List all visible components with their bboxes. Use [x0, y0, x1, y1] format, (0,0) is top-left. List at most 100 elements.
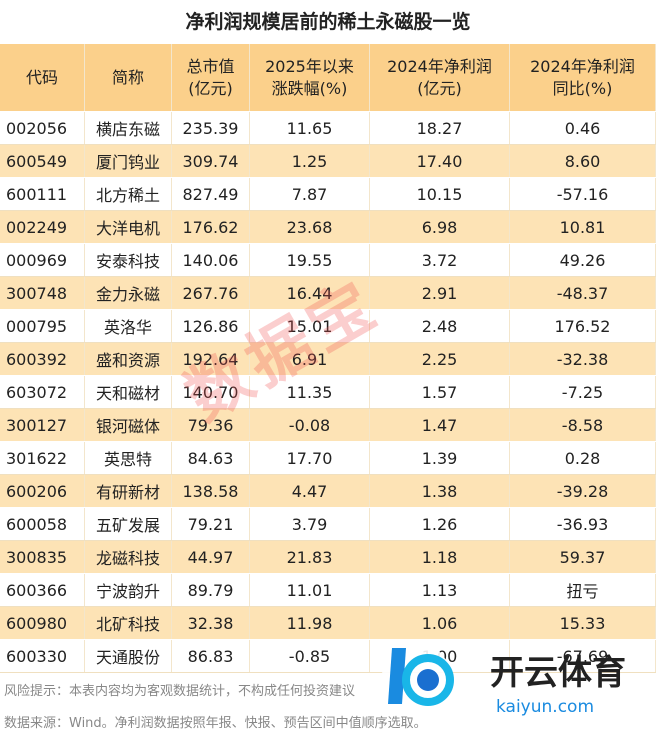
table-cell: 21.83	[250, 541, 370, 573]
table-cell: 1.13	[370, 574, 510, 606]
table-cell: 19.55	[250, 244, 370, 276]
table-cell: 11.65	[250, 112, 370, 144]
table-cell: 300748	[0, 277, 85, 309]
table-cell: -57.16	[510, 178, 656, 210]
table-row: 301622 英思特 84.63 17.70 1.39 0.28	[0, 442, 656, 475]
table-cell: 59.37	[510, 541, 656, 573]
table-row: 002056 横店东磁 235.39 11.65 18.27 0.46	[0, 112, 656, 145]
table-cell: 138.58	[172, 475, 250, 507]
table-cell: 6.91	[250, 343, 370, 375]
table-cell: 大洋电机	[85, 211, 172, 243]
footer-line: 风险提示：本表内容均为客观数据统计，不构成任何投资建议	[4, 684, 356, 699]
header-cell: 2024年净利润 (亿元)	[370, 44, 510, 111]
table-cell: 1.26	[370, 508, 510, 540]
title: 净利润规模居前的稀土永磁股一览	[185, 11, 471, 33]
table-cell: 79.36	[172, 409, 250, 441]
table-cell: 天通股份	[85, 640, 172, 672]
table-cell: 1.38	[370, 475, 510, 507]
table-cell: 176.52	[510, 310, 656, 342]
table-cell: -48.37	[510, 277, 656, 309]
table-cell: 8.60	[510, 145, 656, 177]
header-text: 2024年净利润	[387, 56, 492, 76]
table-row: 300748 金力永磁 267.76 16.44 2.91 -48.37	[0, 277, 656, 310]
table: 代码 简称 总市值 (亿元) 2025年以来 涨跌幅(%) 2024年净利润 (亿元) 2024…	[0, 44, 656, 673]
table-cell: 301622	[0, 442, 85, 474]
table-cell: 1.18	[370, 541, 510, 573]
table-row: 000969 安泰科技 140.06 19.55 3.72 49.26	[0, 244, 656, 277]
table-cell: 盛和资源	[85, 343, 172, 375]
table-cell: 0.28	[510, 442, 656, 474]
table-cell: 扭亏	[510, 574, 656, 606]
table-cell: 235.39	[172, 112, 250, 144]
table-cell: 89.79	[172, 574, 250, 606]
table-cell: 84.63	[172, 442, 250, 474]
table-cell: 309.74	[172, 145, 250, 177]
footer: 风险提示：本表内容均为客观数据统计，不构成任何投资建议 数据来源：Wind。净利润…	[4, 676, 427, 740]
table-cell: 827.49	[172, 178, 250, 210]
header-text: 总市值	[186, 56, 235, 76]
table-cell: 有研新材	[85, 475, 172, 507]
table-cell: 11.35	[250, 376, 370, 408]
table-cell: 300127	[0, 409, 85, 441]
table-cell: 126.86	[172, 310, 250, 342]
table-row: 600206 有研新材 138.58 4.47 1.38 -39.28	[0, 475, 656, 508]
header-text: (亿元)	[417, 78, 462, 98]
table-cell: 600206	[0, 475, 85, 507]
header-text: (亿元)	[188, 78, 233, 98]
table-cell: 五矿发展	[85, 508, 172, 540]
table-cell: 横店东磁	[85, 112, 172, 144]
table-cell: -32.38	[510, 343, 656, 375]
table-cell: 79.21	[172, 508, 250, 540]
table-cell: 10.81	[510, 211, 656, 243]
header-cell: 简称	[85, 44, 172, 111]
table-cell: 16.44	[250, 277, 370, 309]
table-row: 600111 北方稀土 827.49 7.87 10.15 -57.16	[0, 178, 656, 211]
table-cell: 银河磁体	[85, 409, 172, 441]
table-cell: 2.25	[370, 343, 510, 375]
header-text: 同比(%)	[552, 78, 613, 98]
table-cell: 1.39	[370, 442, 510, 474]
table-cell: 600549	[0, 145, 85, 177]
table-cell: 23.68	[250, 211, 370, 243]
table-cell: 49.26	[510, 244, 656, 276]
header-cell: 总市值 (亿元)	[172, 44, 250, 111]
table-row: 002249 大洋电机 176.62 23.68 6.98 10.81	[0, 211, 656, 244]
table-cell: 32.38	[172, 607, 250, 639]
logo-url: kaiyun.com	[496, 697, 594, 717]
table-cell: 176.62	[172, 211, 250, 243]
table-cell: 英思特	[85, 442, 172, 474]
table-cell: 北矿科技	[85, 607, 172, 639]
table-cell: 192.64	[172, 343, 250, 375]
table-cell: 英洛华	[85, 310, 172, 342]
table-cell: 17.40	[370, 145, 510, 177]
table-cell: 龙磁科技	[85, 541, 172, 573]
header-text: 2024年净利润	[530, 56, 635, 76]
header-row: 代码 简称 总市值 (亿元) 2025年以来 涨跌幅(%) 2024年净利润 (亿元) 2024…	[0, 44, 656, 112]
table-cell: 002056	[0, 112, 85, 144]
table-cell: -39.28	[510, 475, 656, 507]
table-cell: 天和磁材	[85, 376, 172, 408]
table-cell: 267.76	[172, 277, 250, 309]
table-row: 600980 北矿科技 32.38 11.98 1.06 15.33	[0, 607, 656, 640]
table-cell: 1.06	[370, 607, 510, 639]
table-row: 000795 英洛华 126.86 15.01 2.48 176.52	[0, 310, 656, 343]
table-cell: 6.98	[370, 211, 510, 243]
header-text: 2025年以来	[265, 56, 354, 76]
table-cell: 600111	[0, 178, 85, 210]
table-cell: -7.25	[510, 376, 656, 408]
table-cell: 600366	[0, 574, 85, 606]
table-cell: 600058	[0, 508, 85, 540]
table-cell: 2.48	[370, 310, 510, 342]
logo-name: 开云体育	[490, 653, 626, 693]
table-row: 600392 盛和资源 192.64 6.91 2.25 -32.38	[0, 343, 656, 376]
table-cell: 宁波韵升	[85, 574, 172, 606]
table-cell: 金力永磁	[85, 277, 172, 309]
table-cell: 18.27	[370, 112, 510, 144]
table-cell: -0.85	[250, 640, 370, 672]
table-row: 600058 五矿发展 79.21 3.79 1.26 -36.93	[0, 508, 656, 541]
table-cell: 1.57	[370, 376, 510, 408]
table-cell: 4.47	[250, 475, 370, 507]
table-cell: 10.15	[370, 178, 510, 210]
table-cell: 140.06	[172, 244, 250, 276]
